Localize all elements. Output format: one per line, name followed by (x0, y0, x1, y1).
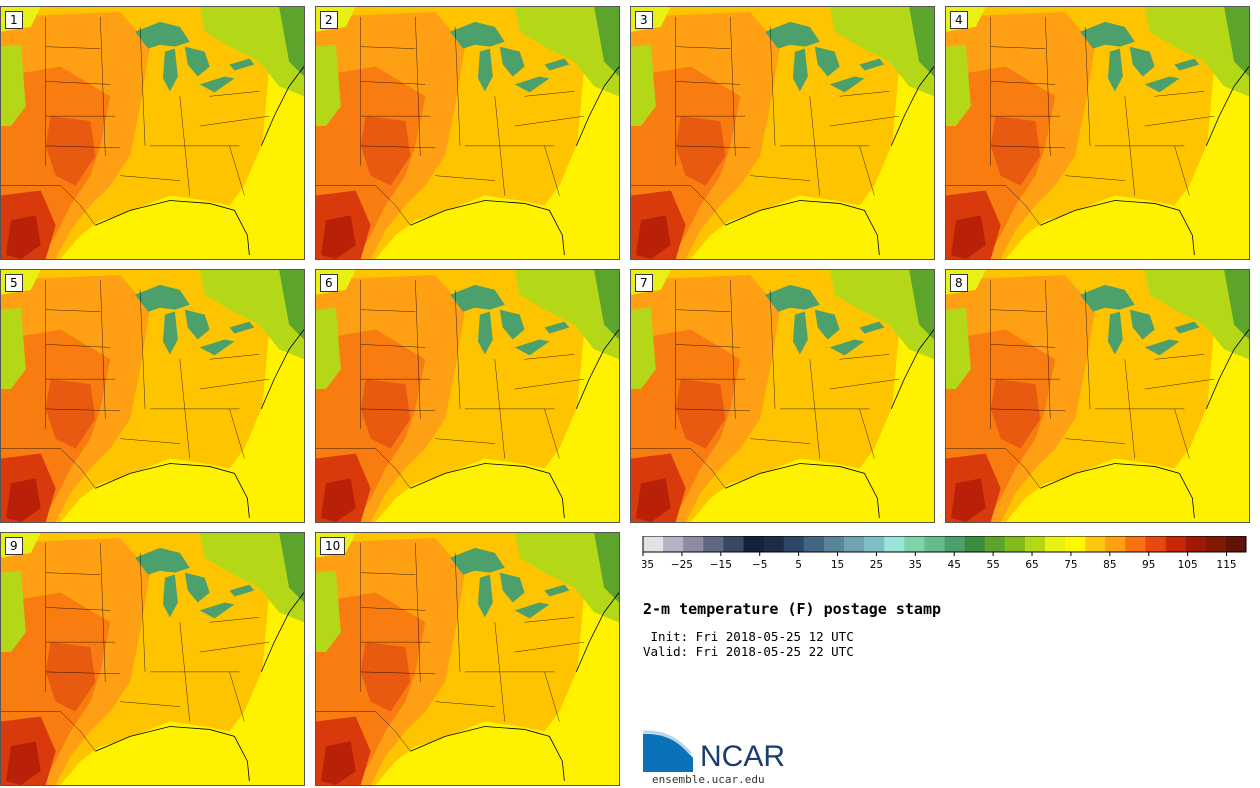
colorbar-tick-label: −35 (642, 559, 654, 571)
panel-number: 6 (320, 274, 338, 292)
colorbar-tick-label: 35 (909, 559, 922, 571)
colorbar-swatch (743, 536, 765, 552)
colorbar-tick-label: 115 (1217, 559, 1237, 571)
map-panel-9: 9 (0, 532, 305, 786)
map-panel-6: 6 (315, 269, 620, 523)
map-panel-2: 2 (315, 6, 620, 260)
colorbar-swatch (1185, 536, 1207, 552)
colorbar-tick-label: 25 (870, 559, 883, 571)
colorbar-tick-label: 65 (1025, 559, 1038, 571)
map-panel-4: 4 (945, 6, 1250, 260)
panel-number: 4 (950, 11, 968, 29)
colorbar-tick-label: 75 (1064, 559, 1077, 571)
logo-url: ensemble.ucar.edu (652, 773, 765, 786)
colorbar-swatch (1105, 536, 1126, 552)
temperature-map (316, 533, 619, 785)
colorbar-frame (642, 536, 1247, 553)
colorbar-swatch (1024, 536, 1046, 552)
ncar-logo-icon (643, 730, 693, 772)
colorbar-swatch (904, 536, 925, 552)
colorbar-swatch (683, 536, 704, 552)
colorbar-tick-label: 45 (948, 559, 961, 571)
colorbar-swatch (663, 536, 684, 552)
colorbar-swatch (884, 536, 905, 552)
temperature-map (1, 270, 304, 522)
temperature-map (316, 7, 619, 259)
colorbar-tick-label: 15 (831, 559, 844, 571)
plot-title: 2-m temperature (F) postage stamp (643, 600, 942, 618)
map-panel-1: 1 (0, 6, 305, 260)
colorbar-swatch (1065, 536, 1086, 552)
valid-time: Valid: Fri 2018-05-25 22 UTC (643, 644, 854, 659)
colorbar-ticks: −35 −25 −15 −5 5 15 25 35 45 55 65 75 85 95 105 115 (642, 552, 1237, 571)
panel-number: 9 (5, 537, 23, 555)
panel-number: 8 (950, 274, 968, 292)
panel-number: 3 (635, 11, 653, 29)
map-panel-8: 8 (945, 269, 1250, 523)
colorbar-tick-label: 105 (1178, 559, 1198, 571)
colorbar-swatch (1145, 536, 1167, 552)
colorbar-swatch (1205, 536, 1227, 552)
colorbar-tick-label: 95 (1142, 559, 1155, 571)
temperature-map (946, 7, 1249, 259)
panel-number: 7 (635, 274, 653, 292)
colorbar-swatch (1165, 536, 1187, 552)
colorbar-swatch (864, 536, 885, 552)
init-time: Init: Fri 2018-05-25 12 UTC (643, 629, 854, 644)
colorbar-tick-label: 55 (986, 559, 999, 571)
temperature-map (316, 270, 619, 522)
colorbar-swatch (723, 536, 744, 552)
map-panel-10: 10 (315, 532, 620, 786)
colorbar-tick-label: −25 (671, 559, 693, 571)
map-panel-5: 5 (0, 269, 305, 523)
map-panel-3: 3 (630, 6, 935, 260)
temperature-map (631, 270, 934, 522)
colorbar-swatch (924, 536, 945, 552)
colorbar-swatch (1045, 536, 1066, 552)
ncar-logo-text: NCAR (700, 740, 786, 773)
colorbar-swatch (783, 536, 805, 552)
temperature-map (631, 7, 934, 259)
colorbar-tick-label: 5 (795, 559, 802, 571)
temperature-map (1, 7, 304, 259)
temperature-map (946, 270, 1249, 522)
panel-number: 2 (320, 11, 338, 29)
panel-number: 5 (5, 274, 23, 292)
colorbar-swatch (1085, 536, 1106, 552)
colorbar-swatch (1225, 536, 1247, 552)
colorbar-swatch (844, 536, 865, 552)
colorbar-swatch (1125, 536, 1146, 552)
panel-number: 1 (5, 11, 23, 29)
colorbar-swatch (984, 536, 1006, 552)
colorbar-swatch (964, 536, 986, 552)
colorbar-tick-label: 85 (1103, 559, 1116, 571)
panel-number: 10 (320, 537, 346, 555)
temperature-map (1, 533, 304, 785)
map-panel-7: 7 (630, 269, 935, 523)
colorbar-swatch (803, 536, 825, 552)
colorbar-swatch (703, 536, 724, 552)
colorbar-swatch (944, 536, 966, 552)
colorbar-tick-label: −15 (710, 559, 732, 571)
colorbar-swatch (823, 536, 845, 552)
colorbar-swatch (643, 536, 664, 552)
colorbar-swatch (763, 536, 785, 552)
colorbar: −35 −25 −15 −5 5 15 25 35 45 55 65 75 85 95 105 115 (642, 536, 1247, 571)
colorbar-swatch (1004, 536, 1026, 552)
colorbar-tick-label: −5 (752, 559, 767, 571)
colorbar-swatches (643, 536, 1247, 552)
